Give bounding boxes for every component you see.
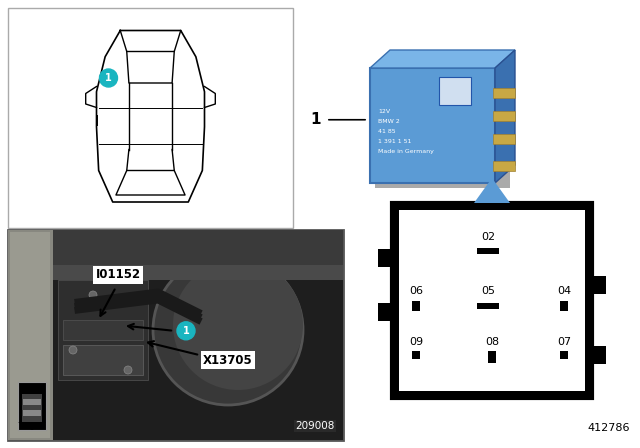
Bar <box>493 88 515 98</box>
Text: 1: 1 <box>182 326 189 336</box>
Bar <box>493 161 515 171</box>
Text: 09: 09 <box>409 337 423 347</box>
Bar <box>63 320 143 340</box>
Bar <box>63 345 143 375</box>
Bar <box>53 230 343 265</box>
Bar <box>493 111 515 121</box>
Text: 04: 04 <box>557 287 571 297</box>
Bar <box>23 410 41 416</box>
Polygon shape <box>474 178 510 203</box>
Circle shape <box>69 346 77 354</box>
Circle shape <box>124 366 132 374</box>
Bar <box>592 276 606 294</box>
Text: 02: 02 <box>481 232 495 242</box>
Bar <box>392 203 592 398</box>
Bar <box>488 351 496 363</box>
Bar <box>23 399 41 405</box>
Text: BMW 2: BMW 2 <box>378 119 400 124</box>
Circle shape <box>173 260 303 390</box>
Bar <box>22 394 42 422</box>
Text: 12V: 12V <box>378 109 390 114</box>
Bar <box>53 230 343 280</box>
Bar <box>439 77 471 105</box>
Bar <box>378 249 392 267</box>
Bar <box>8 8 293 228</box>
Bar <box>560 301 568 310</box>
Bar <box>375 68 510 188</box>
Text: 1: 1 <box>310 112 321 127</box>
Bar <box>53 230 343 440</box>
Polygon shape <box>370 50 515 68</box>
Circle shape <box>177 322 195 340</box>
Bar <box>412 351 420 359</box>
Bar <box>477 302 499 309</box>
Circle shape <box>89 291 97 299</box>
Text: 06: 06 <box>409 287 423 297</box>
Bar <box>370 68 495 183</box>
Text: 05: 05 <box>481 287 495 297</box>
Text: 07: 07 <box>557 337 571 347</box>
Bar <box>8 230 53 440</box>
Bar <box>10 232 50 438</box>
Bar <box>8 230 343 440</box>
Text: 08: 08 <box>485 337 499 347</box>
Bar <box>412 301 420 310</box>
Text: 1 391 1 51: 1 391 1 51 <box>378 139 412 144</box>
Bar <box>399 210 585 391</box>
Bar <box>560 351 568 359</box>
Bar <box>58 280 148 380</box>
Text: 41 85: 41 85 <box>378 129 396 134</box>
Bar <box>592 346 606 364</box>
Text: 209008: 209008 <box>296 421 335 431</box>
Polygon shape <box>18 422 46 430</box>
Bar <box>493 134 515 144</box>
Circle shape <box>153 255 303 405</box>
Circle shape <box>99 69 118 87</box>
Text: Made in Germany: Made in Germany <box>378 149 434 154</box>
Bar <box>477 248 499 254</box>
Text: I01152: I01152 <box>95 268 141 281</box>
Bar <box>18 382 46 430</box>
Text: 412786: 412786 <box>588 423 630 433</box>
Text: X13705: X13705 <box>203 354 253 367</box>
Text: 1: 1 <box>105 73 112 83</box>
Polygon shape <box>495 50 515 183</box>
Bar <box>378 303 392 321</box>
